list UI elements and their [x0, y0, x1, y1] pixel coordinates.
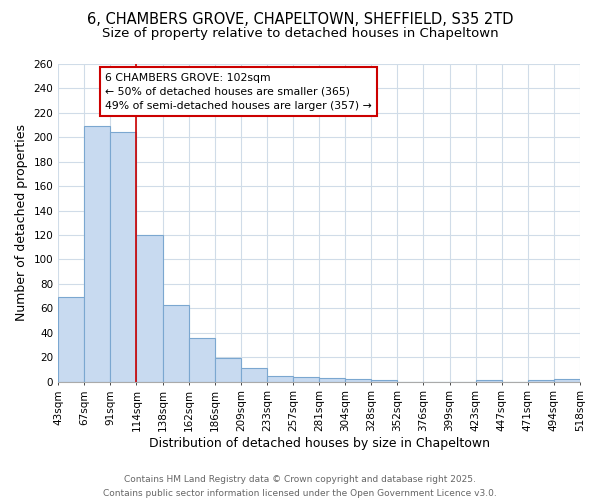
- Text: 6 CHAMBERS GROVE: 102sqm
← 50% of detached houses are smaller (365)
49% of semi-: 6 CHAMBERS GROVE: 102sqm ← 50% of detach…: [105, 72, 372, 110]
- Bar: [241, 368, 267, 382]
- Bar: [110, 132, 136, 382]
- Bar: [293, 377, 319, 382]
- Bar: [476, 380, 502, 382]
- Bar: [136, 235, 163, 382]
- Bar: [84, 126, 110, 382]
- Text: Contains HM Land Registry data © Crown copyright and database right 2025.
Contai: Contains HM Land Registry data © Crown c…: [103, 476, 497, 498]
- Bar: [58, 298, 84, 382]
- Text: 6, CHAMBERS GROVE, CHAPELTOWN, SHEFFIELD, S35 2TD: 6, CHAMBERS GROVE, CHAPELTOWN, SHEFFIELD…: [87, 12, 513, 28]
- Bar: [371, 380, 397, 382]
- Bar: [163, 304, 188, 382]
- Bar: [215, 358, 241, 382]
- X-axis label: Distribution of detached houses by size in Chapeltown: Distribution of detached houses by size …: [149, 437, 490, 450]
- Bar: [345, 379, 371, 382]
- Bar: [188, 338, 215, 382]
- Bar: [554, 379, 580, 382]
- Bar: [528, 380, 554, 382]
- Bar: [267, 376, 293, 382]
- Text: Size of property relative to detached houses in Chapeltown: Size of property relative to detached ho…: [101, 28, 499, 40]
- Bar: [319, 378, 345, 382]
- Y-axis label: Number of detached properties: Number of detached properties: [15, 124, 28, 322]
